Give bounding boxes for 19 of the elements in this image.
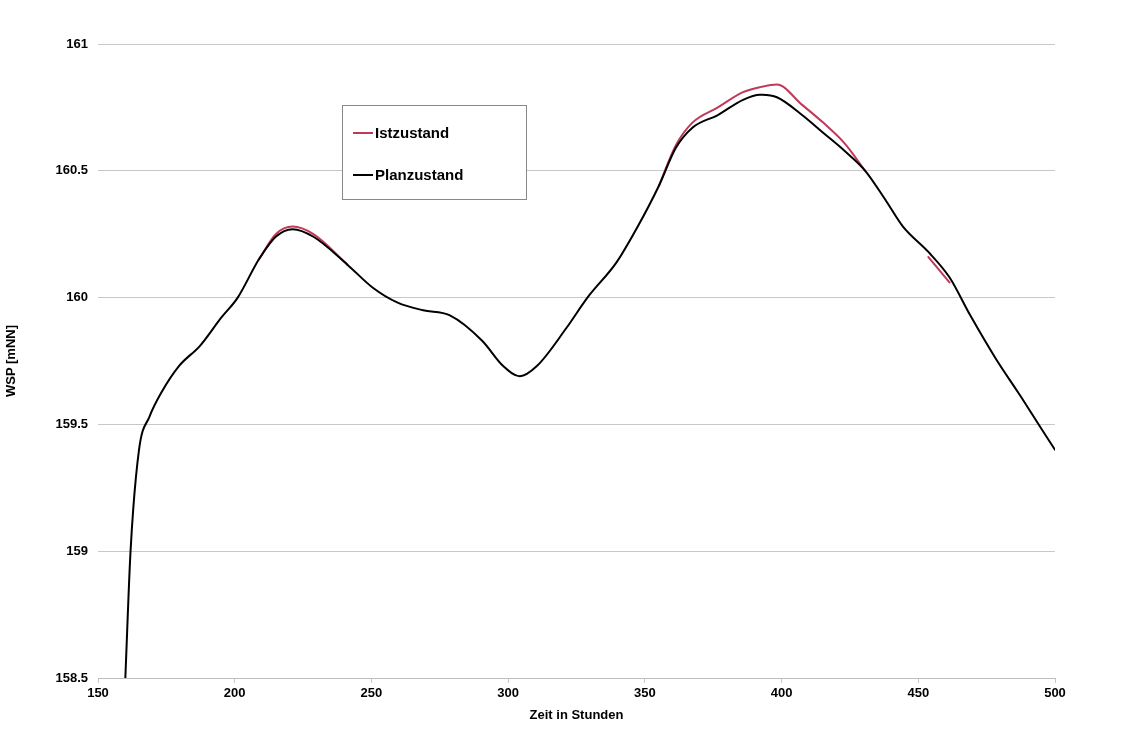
x-tick-label: 350 [634,685,656,701]
y-tick-label: 158.5 [55,669,88,685]
line-series [124,93,1055,678]
y-axis-title: WSP [mNN] [3,325,19,397]
x-tick-label: 150 [87,685,109,701]
y-tick-label: 159 [66,542,88,558]
y-tick-label: 161 [66,35,88,51]
x-tick-label: 500 [1044,685,1066,701]
y-tick-label: 160.5 [55,162,88,178]
y-tick-label: 159.5 [55,415,88,431]
x-tick-label: 200 [223,685,246,701]
legend-label: Planzustand [375,166,464,183]
legend-label: Istzustand [375,124,450,141]
x-axis-title: Zeit in Stunden [529,706,624,722]
x-tick-label: 250 [360,685,383,701]
y-tick-label: 160 [66,289,88,305]
x-tick-label: 450 [907,685,930,701]
x-tick-label: 300 [497,685,519,701]
x-tick-label: 400 [770,685,793,701]
